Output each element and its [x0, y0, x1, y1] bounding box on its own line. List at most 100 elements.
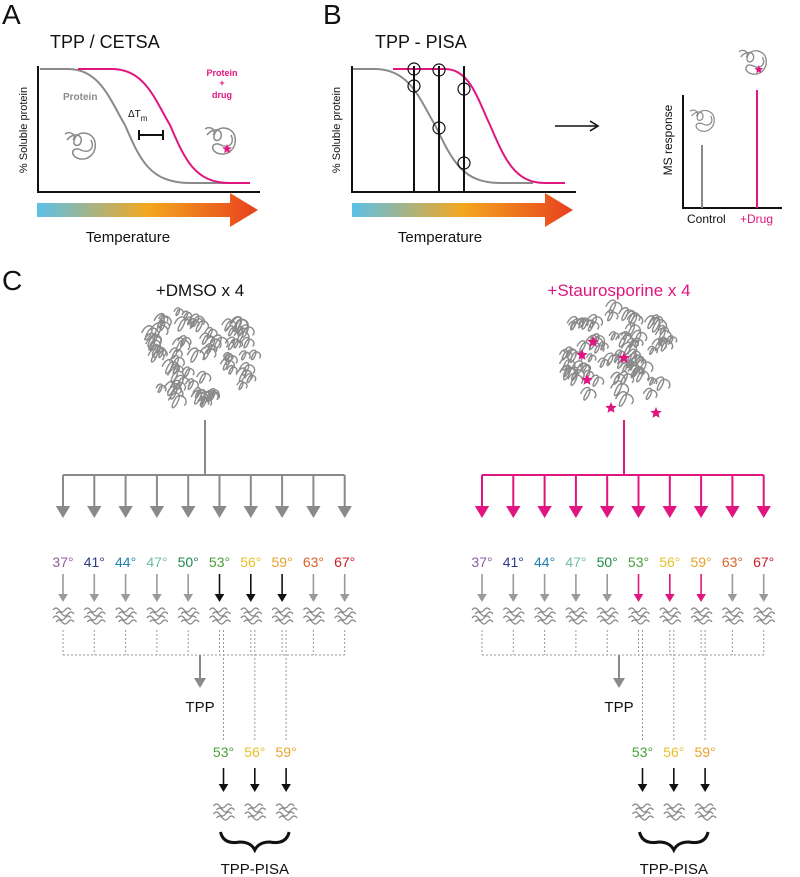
brace-icon [638, 831, 710, 854]
temperature-label: 37° [52, 554, 73, 570]
heat-arrow [308, 574, 319, 602]
control-label: Control [687, 212, 726, 226]
peptide-fragments-icon [177, 607, 200, 625]
protein-drug-icon [204, 126, 236, 155]
brace-icon [219, 831, 291, 854]
temperature-arrow [352, 193, 573, 227]
split-arrow [243, 475, 258, 518]
temperature-label: 37° [471, 554, 492, 570]
delta-tm-label: ΔTm [128, 109, 148, 123]
temperature-label: 67° [753, 554, 774, 570]
drug-star-icon [222, 144, 232, 153]
peptide-fragments-icon [534, 607, 557, 625]
x-axis-label: Temperature [398, 229, 482, 246]
protein-squiggle [204, 126, 236, 155]
split-arrow [149, 475, 165, 518]
heat-arrow [214, 574, 225, 602]
pisa-arrow [218, 768, 229, 792]
pisa-arrow [281, 768, 291, 792]
heat-arrow [571, 574, 581, 602]
pisa-temperature-label: 59° [276, 744, 297, 760]
heat-arrow [508, 574, 519, 602]
split-arrow [87, 475, 102, 518]
delta-tm-bar [138, 130, 164, 140]
split-arrow [725, 475, 740, 518]
heat-arrow [120, 574, 131, 602]
temperature-label: 63° [722, 554, 743, 570]
drug-star-icon [618, 352, 630, 363]
pisa-temperature-label: 59° [695, 744, 716, 760]
heat-arrow [58, 574, 68, 602]
temperature-label: 41° [503, 554, 524, 570]
peptide-fragments-icon [690, 607, 713, 625]
proteome-cluster-icon [558, 299, 678, 418]
drug-star-icon [605, 402, 617, 413]
protein-icon [689, 109, 715, 132]
pisa-arrow [250, 768, 260, 792]
peptide-fragments-icon [209, 607, 231, 625]
peptide-fragments-icon [565, 607, 588, 625]
drug-label-line: drug [212, 90, 232, 100]
ms-axis-label: MS response [661, 104, 675, 175]
peptide-fragments-icon [146, 607, 169, 625]
curve-protein-drug [78, 68, 250, 184]
split-arrow [506, 475, 521, 518]
pisa-temperature-label: 56° [244, 744, 265, 760]
peptide-fragments-icon [271, 607, 294, 625]
panel-title: TPP / CETSA [50, 32, 160, 52]
distribution-lines [63, 420, 345, 476]
temperature-label: 47° [146, 554, 167, 570]
heat-arrow [539, 574, 550, 602]
tpp-label: TPP [185, 699, 214, 716]
split-arrow [181, 475, 196, 518]
axes [351, 66, 576, 193]
pooling-bracket [481, 630, 765, 740]
pisa-arrow [669, 768, 679, 792]
temperature-label: 67° [334, 554, 355, 570]
temperature-label: 44° [534, 554, 555, 570]
panel-title: TPP - PISA [375, 32, 467, 52]
peptide-fragments-icon [502, 607, 525, 625]
panel-a: A TPP / CETSA Protein ΔTm Protein + drug… [2, 0, 260, 246]
temperature-label: 50° [178, 554, 199, 570]
ms-axes [682, 95, 782, 209]
distribution-lines [482, 420, 764, 476]
drug-star-icon [754, 65, 764, 74]
curve-protein [353, 68, 533, 184]
split-arrow [693, 475, 709, 518]
drug-star-icon [581, 374, 593, 385]
peptide-fragments-icon [632, 803, 654, 821]
peptide-fragments-icon [663, 803, 686, 821]
peptide-fragments-icon [628, 607, 650, 625]
heat-arrow [339, 574, 350, 602]
temperature-label: 56° [659, 554, 680, 570]
curve-protein [40, 68, 235, 184]
temperature-label: 44° [115, 554, 136, 570]
split-arrow [474, 475, 490, 518]
pisa-arrow [637, 768, 648, 792]
y-axis-label: % Soluble protein [331, 87, 343, 173]
temperature-label: 47° [565, 554, 586, 570]
peptide-fragments-icon [471, 607, 494, 625]
panel-label: C [2, 265, 22, 296]
heat-arrow [183, 574, 193, 602]
split-arrow [337, 475, 352, 518]
arrow-right-icon [555, 120, 600, 132]
heat-arrow [89, 574, 100, 602]
condition-dmso: +DMSO x 4 37° 41° 44° 47° 50° 53° 56° 59° 63° 67° T… [52, 281, 357, 877]
tpp-pisa-label: TPP-PISA [640, 861, 708, 877]
split-arrow [118, 475, 133, 518]
protein-squiggle [64, 131, 96, 160]
split-arrow [631, 475, 646, 518]
peptide-fragments-icon [213, 803, 235, 821]
tpp-label: TPP [604, 699, 633, 716]
split-arrow [212, 475, 227, 518]
temperature-label: 53° [628, 554, 649, 570]
panel-label: B [323, 0, 342, 30]
split-arrow [274, 475, 290, 518]
condition-staurosporine: +Staurosporine x 4 37° 41° 44° 47° 50° 53° 56° 5… [471, 281, 776, 877]
heat-arrow [665, 574, 675, 602]
pisa-temperature-label: 53° [213, 744, 234, 760]
temperature-label: 59° [272, 554, 293, 570]
